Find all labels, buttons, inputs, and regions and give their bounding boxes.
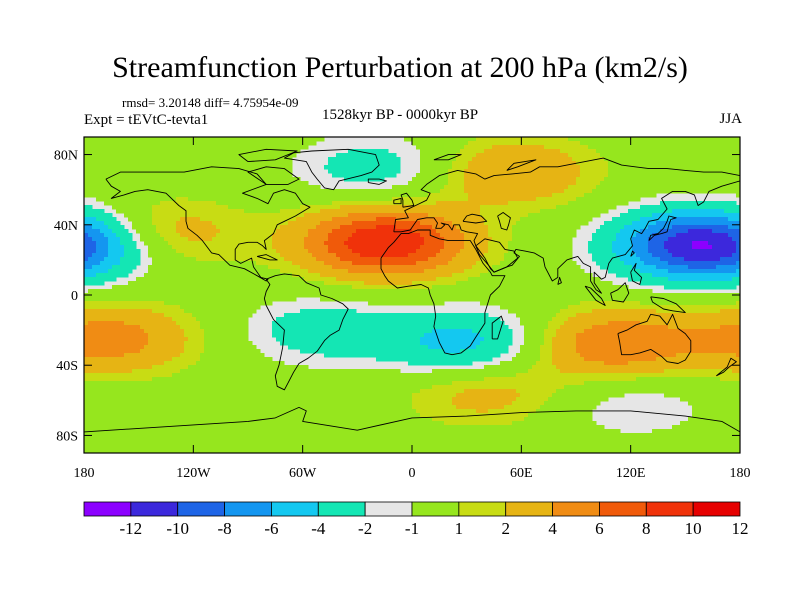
chart-title: Streamfunction Perturbation at 200 hPa (… bbox=[112, 51, 688, 84]
colorbar-label: -6 bbox=[264, 519, 278, 538]
coastline-layer bbox=[84, 148, 740, 433]
x-tick-label: 180 bbox=[730, 466, 751, 481]
x-tick-label: 60W bbox=[289, 466, 317, 481]
y-tick-label: 0 bbox=[71, 289, 78, 304]
field-layer bbox=[84, 137, 740, 453]
x-tick-label: 120W bbox=[176, 466, 211, 481]
colorbar-label: -1 bbox=[405, 519, 419, 538]
x-tick-label: 180 bbox=[74, 466, 95, 481]
colorbar-label: 8 bbox=[642, 519, 651, 538]
y-tick-label: 80N bbox=[54, 149, 78, 164]
coastline-madagascar bbox=[491, 315, 504, 340]
coastline-caspian bbox=[497, 212, 511, 231]
coastline-philippines bbox=[630, 262, 643, 285]
y-tick-label: 80S bbox=[56, 429, 78, 444]
x-tick-label: 0 bbox=[409, 466, 416, 481]
coastline-borneo bbox=[610, 282, 630, 303]
coastline-uk bbox=[400, 192, 415, 208]
x-tick-label: 120E bbox=[616, 466, 646, 481]
experiment-label: Expt = tEVtC-tevta1 bbox=[84, 112, 209, 128]
colorbar-box bbox=[271, 501, 319, 517]
coastline-australia bbox=[617, 313, 692, 364]
colorbar-label: -12 bbox=[120, 519, 143, 538]
colorbar: -12 -10 -8 -6 -4 -2 -1 1 2 4 6 8 10 12 bbox=[83, 501, 749, 538]
coastline-new-guinea bbox=[650, 296, 686, 314]
colorbar-box bbox=[505, 501, 553, 517]
coastline-new-zealand bbox=[716, 357, 737, 377]
coastline-iceland bbox=[367, 178, 387, 185]
colorbar-box bbox=[552, 501, 600, 517]
stats-label: rmsd= 3.20148 diff= 4.75954e-09 bbox=[122, 95, 299, 110]
x-tick-label: 60E bbox=[510, 466, 533, 481]
coastline-svalbard bbox=[433, 154, 462, 161]
colorbar-label: -8 bbox=[217, 519, 231, 538]
colorbar-label: 12 bbox=[732, 519, 749, 538]
colorbar-box bbox=[224, 501, 272, 517]
colorbar-box bbox=[317, 501, 366, 517]
colorbar-box bbox=[692, 501, 741, 517]
y-tick-label: 40S bbox=[56, 359, 78, 374]
coastline-arabia bbox=[475, 238, 519, 273]
coastline-japan bbox=[648, 215, 677, 241]
colorbar-box bbox=[177, 501, 225, 517]
colorbar-box bbox=[411, 501, 460, 517]
coastline-sri-lanka bbox=[557, 276, 562, 285]
coastline-cuba bbox=[256, 254, 278, 261]
coastline-taiwan bbox=[630, 250, 635, 257]
colorbar-box bbox=[645, 501, 694, 517]
coastline-south-america bbox=[263, 273, 349, 391]
colorbar-label: -10 bbox=[166, 519, 189, 538]
colorbar-box bbox=[83, 501, 132, 517]
colorbar-label: 4 bbox=[548, 519, 557, 538]
coastline-baffin bbox=[247, 166, 300, 185]
coastline-sumatra bbox=[584, 285, 606, 306]
coastline-antarctica bbox=[84, 406, 740, 433]
coastline-ireland bbox=[393, 197, 402, 205]
colorbar-box bbox=[364, 501, 413, 517]
colorbar-label: -2 bbox=[358, 519, 372, 538]
coastline-ellesmere bbox=[238, 148, 298, 163]
coastline-north-america bbox=[105, 166, 311, 282]
colorbar-label: 10 bbox=[685, 519, 702, 538]
coastline-black-sea bbox=[462, 213, 488, 224]
colorbar-box bbox=[599, 501, 647, 517]
period-label: 1528kyr BP - 0000kyr BP bbox=[322, 107, 479, 123]
coastline-africa bbox=[380, 229, 506, 356]
coastline-greenland bbox=[283, 148, 380, 191]
colorbar-label: 2 bbox=[501, 519, 510, 538]
coastline-eurasia bbox=[393, 157, 740, 294]
colorbar-label: 6 bbox=[595, 519, 604, 538]
axis-layer: 180 120W 60W 0 60E 120E 180 80N 40N 0 40S 80S bbox=[54, 137, 751, 481]
colorbar-box bbox=[458, 501, 507, 517]
colorbar-label: 1 bbox=[455, 519, 464, 538]
season-label: JJA bbox=[719, 111, 742, 127]
colorbar-box bbox=[130, 501, 179, 517]
coastline-novaya-zemlya bbox=[506, 159, 537, 171]
colorbar-label: -4 bbox=[311, 519, 326, 538]
y-tick-label: 40N bbox=[54, 219, 78, 234]
